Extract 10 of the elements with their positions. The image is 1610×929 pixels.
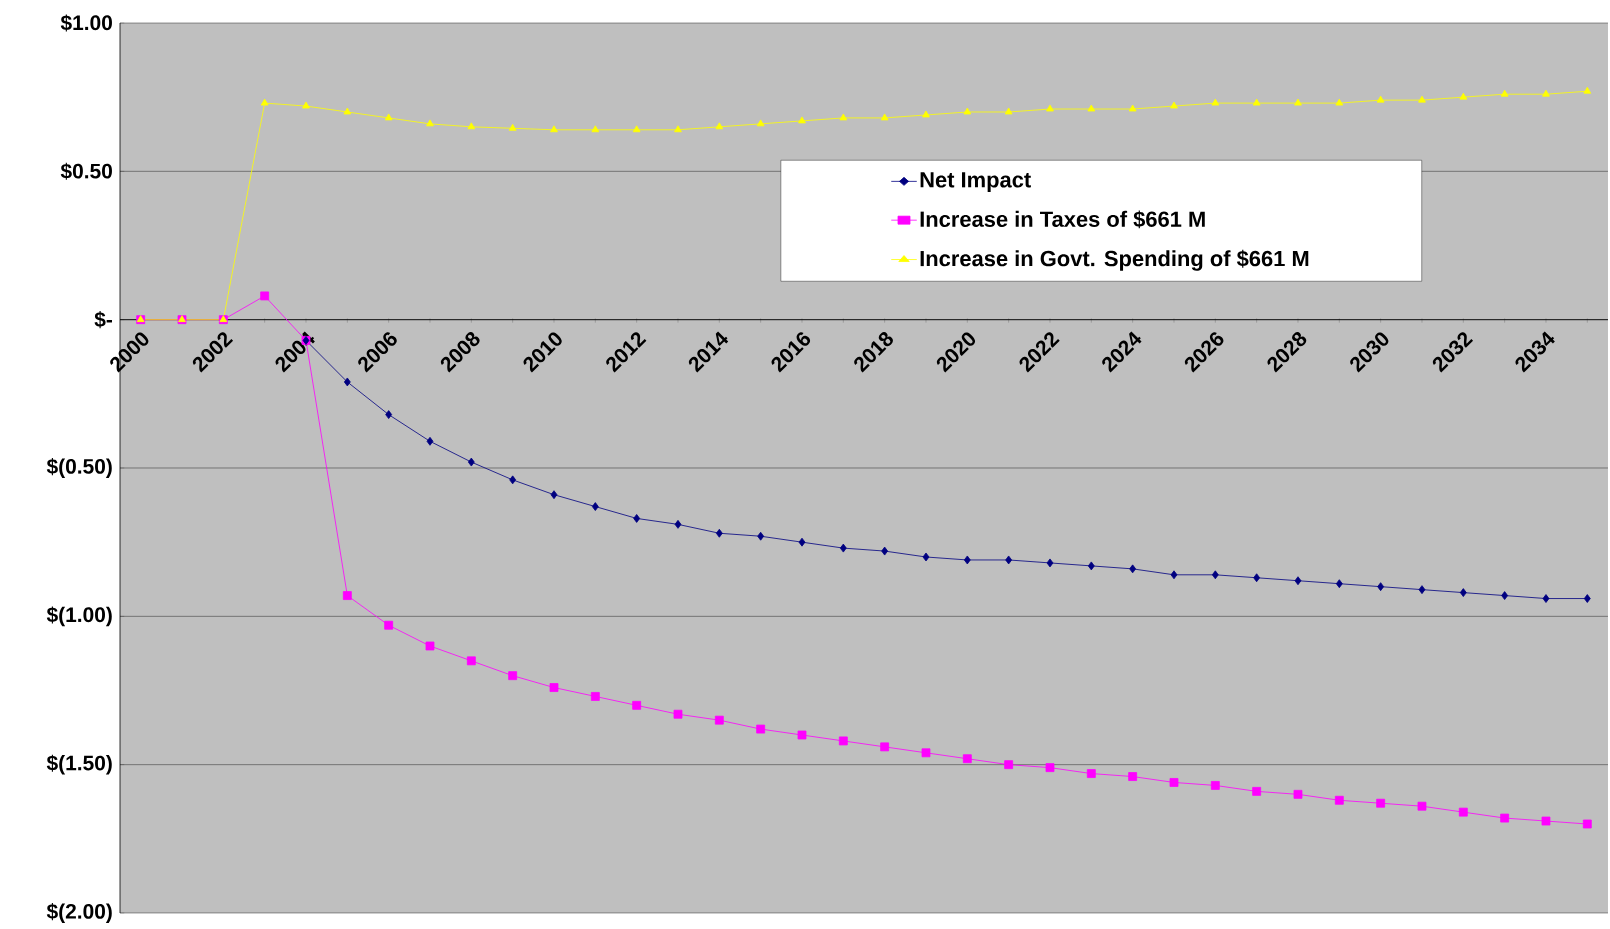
y-tick-label: $(1.50) [46,754,112,775]
legend-label: Increase in Taxes of $661 M [920,210,1205,229]
y-tick-label: $- [94,311,112,329]
y-tick-label: $0.50 [60,162,112,180]
y-tick-label: $(0.50) [46,458,112,478]
legend-label: Net Impact [920,172,1031,192]
y-tick-label: $(2.00) [46,903,112,923]
y-tick-label: $(1.00) [46,606,112,627]
legend-label: Increase in Govt. Spending of $661 M [920,249,1309,271]
y-tick-label: $1.00 [60,14,112,32]
